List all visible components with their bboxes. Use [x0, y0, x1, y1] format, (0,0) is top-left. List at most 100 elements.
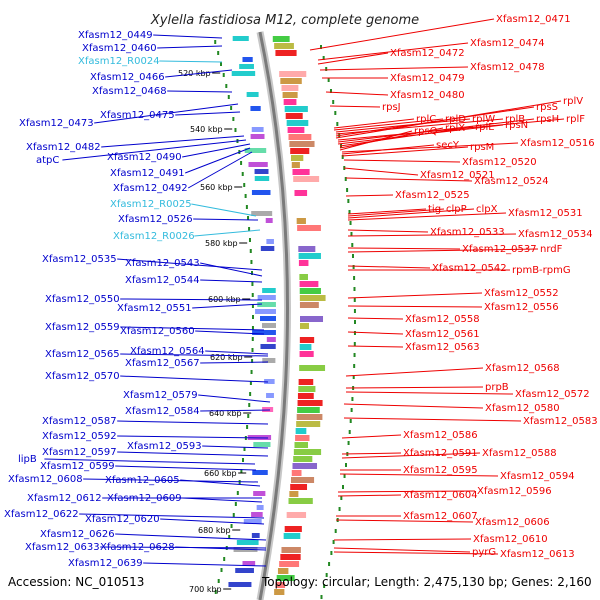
track-dot: [236, 491, 239, 495]
left-gene-label: Xfasm12_R0024: [78, 56, 160, 67]
leader-line: [345, 194, 394, 197]
leader-line: [337, 118, 565, 141]
leader-line: [347, 208, 475, 219]
left-gene-label: Xfasm12_0460: [82, 43, 157, 54]
forward-feature: [276, 575, 295, 581]
left-gene-label: Xfasm12_0579: [123, 390, 198, 401]
track-dot: [348, 210, 351, 214]
track-dot: [245, 205, 248, 209]
leader-line: [153, 34, 223, 39]
leader-line: [309, 18, 495, 51]
forward-feature: [291, 477, 315, 483]
reverse-feature: [257, 295, 276, 300]
forward-feature: [299, 288, 321, 294]
forward-feature: [287, 127, 305, 133]
track-dot: [348, 430, 351, 434]
left-gene-label: Xfasm12_0544: [125, 275, 200, 286]
track-dot: [214, 40, 217, 44]
track-dot: [232, 513, 235, 517]
right-gene-label: Xfasm12_0471: [496, 14, 571, 25]
track-dot: [353, 320, 356, 324]
right-gene-label: Xfasm12_0474: [470, 38, 545, 49]
track-dot: [244, 194, 247, 198]
leader-line: [347, 247, 461, 250]
track-dot: [338, 507, 341, 511]
reverse-feature: [253, 491, 266, 496]
left-gene-label: Xfasm12_0620: [85, 514, 160, 525]
left-gene-label: Xfasm12_0587: [42, 416, 117, 427]
track-dot: [220, 568, 223, 572]
left-gene-label: Xfasm12_R0025: [110, 199, 192, 210]
forward-feature: [283, 99, 297, 105]
right-gene-label: Xfasm12_0606: [475, 517, 550, 528]
reverse-feature: [243, 519, 262, 524]
forward-feature: [284, 526, 302, 532]
track-dot: [220, 62, 223, 66]
tick-label: 700 kbp: [189, 585, 222, 594]
left-gene-label: Xfasm12_0468: [92, 86, 167, 97]
forward-feature: [280, 554, 301, 560]
forward-feature: [290, 484, 308, 490]
reverse-strand-features: [228, 36, 276, 587]
forward-feature: [286, 120, 309, 126]
forward-feature: [272, 36, 290, 42]
leader-line: [195, 330, 265, 335]
right-gene-label: rpmB-rpmG: [512, 265, 571, 276]
track-dot: [341, 485, 344, 489]
right-gene-label: Xfasm12_0479: [390, 73, 465, 84]
tick-label: 660 kbp: [204, 469, 237, 478]
leader-line: [333, 118, 415, 129]
track-dot: [319, 45, 322, 49]
reverse-feature: [256, 505, 264, 510]
forward-feature: [297, 400, 323, 406]
forward-feature: [290, 148, 310, 154]
right-gene-label: rplC: [416, 114, 436, 125]
forward-feature: [274, 43, 294, 49]
track-dot: [320, 595, 323, 599]
track-dot: [330, 551, 333, 555]
track-dot: [251, 326, 254, 330]
track-dot: [352, 375, 355, 379]
forward-feature: [296, 218, 306, 224]
track-dot: [325, 67, 328, 71]
leader-line: [345, 367, 484, 377]
forward-feature: [299, 274, 308, 280]
forward-feature: [299, 281, 319, 287]
left-gene-label: Xfasm12_0593: [127, 441, 202, 452]
reverse-feature: [255, 309, 276, 314]
right-gene-label: Xfasm12_0591: [403, 448, 478, 459]
reverse-feature: [239, 64, 254, 69]
leader-line: [333, 547, 471, 553]
forward-feature: [295, 435, 310, 441]
leader-line: [341, 144, 435, 155]
genome-summary-text: Topology: circular; Length: 2,475,130 bp…: [261, 575, 592, 589]
leader-line: [325, 91, 389, 96]
forward-feature: [280, 78, 302, 84]
track-dot: [353, 298, 356, 302]
leader-line: [194, 229, 261, 237]
leader-line: [319, 66, 469, 71]
track-dot: [250, 260, 253, 264]
leader-line: [347, 345, 404, 348]
forward-feature: [293, 449, 322, 455]
forward-feature: [282, 92, 298, 98]
reverse-feature: [257, 302, 276, 307]
leader-line: [347, 208, 427, 215]
leader-line: [79, 513, 265, 519]
leader-line: [347, 233, 517, 237]
right-gene-label: Xfasm12_0478: [470, 62, 545, 73]
reverse-feature: [246, 92, 259, 97]
track-dot: [228, 535, 231, 539]
right-leader-lines: [309, 18, 565, 555]
leader-line: [159, 60, 223, 63]
leader-line: [341, 146, 469, 157]
forward-feature: [299, 337, 315, 343]
left-gene-label: Xfasm12_0599: [40, 461, 115, 472]
track-dot: [251, 293, 254, 297]
track-dot: [351, 243, 354, 247]
tick-label: 680 kbp: [198, 526, 231, 535]
left-gene-label: Xfasm12_0639: [68, 558, 143, 569]
forward-feature: [294, 190, 308, 196]
track-dot: [230, 524, 233, 528]
